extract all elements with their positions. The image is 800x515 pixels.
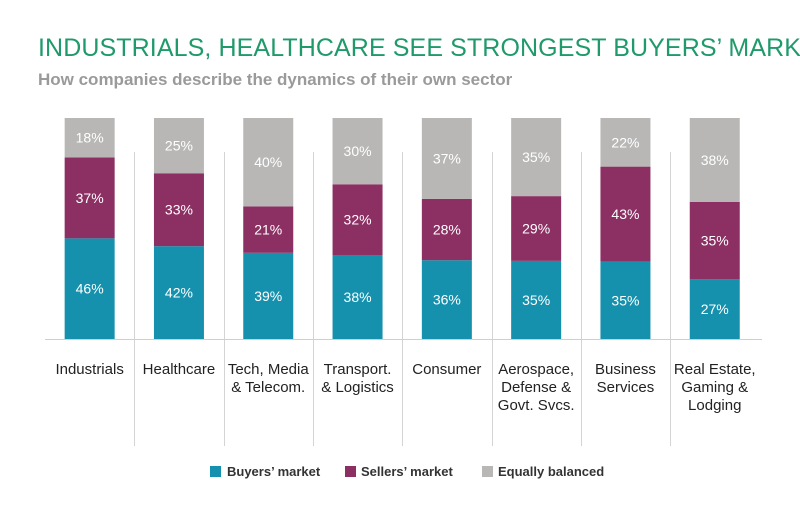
data-label: 18% (76, 130, 104, 146)
category-label: Consumer (412, 361, 481, 378)
data-label: 38% (344, 289, 372, 305)
bar-segment-buyers (600, 261, 651, 339)
bar-segment-balanced (243, 118, 294, 207)
data-label: 37% (76, 190, 104, 206)
bar-segment-balanced (689, 118, 740, 202)
bar-segment-buyers (332, 255, 383, 339)
bar-segment-balanced (600, 118, 651, 167)
bar-segment-sellers (64, 157, 115, 239)
legend-swatch (482, 466, 493, 477)
data-label: 21% (254, 222, 282, 238)
data-label: 28% (433, 222, 461, 238)
bar-segment-buyers (421, 260, 472, 339)
data-label: 32% (344, 212, 372, 228)
legend-swatch (345, 466, 356, 477)
bar-segment-buyers (64, 238, 115, 339)
data-label: 43% (611, 206, 639, 222)
data-label: 40% (254, 154, 282, 170)
data-label: 46% (76, 281, 104, 297)
category-label: Real Estate, Gaming & Lodging (674, 361, 756, 414)
bar-segment-sellers (511, 196, 562, 261)
category-label: Transport. & Logistics (321, 361, 394, 396)
bar-segment-sellers (243, 206, 294, 253)
data-label: 35% (701, 233, 729, 249)
category-label: Tech, Media & Telecom. (228, 361, 310, 396)
chart-title: INDUSTRIALS, HEALTHCARE SEE STRONGEST BU… (38, 34, 800, 62)
data-label: 30% (344, 143, 372, 159)
bar-segment-buyers (689, 279, 740, 339)
legend-label: Buyers’ market (227, 464, 321, 479)
data-label: 35% (522, 292, 550, 308)
data-label: 33% (165, 202, 193, 218)
bar-segment-balanced (64, 118, 115, 158)
category-label: Healthcare (143, 361, 216, 378)
data-label: 42% (165, 285, 193, 301)
data-label: 22% (611, 134, 639, 150)
bar-segment-balanced (153, 118, 204, 174)
data-label: 35% (611, 292, 639, 308)
bar-segment-buyers (511, 260, 562, 339)
bar-segment-balanced (511, 118, 562, 197)
legend-label: Sellers’ market (361, 464, 453, 479)
data-label: 36% (433, 292, 461, 308)
bar-segment-buyers (243, 252, 294, 339)
chart-subtitle: How companies describe the dynamics of t… (38, 70, 513, 89)
category-label: Aerospace, Defense & Govt. Svcs. (498, 361, 575, 414)
category-label: Industrials (55, 361, 123, 378)
legend-swatch (210, 466, 221, 477)
bar-segment-sellers (689, 201, 740, 280)
data-label: 27% (701, 301, 729, 317)
data-label: 29% (522, 221, 550, 237)
data-label: 38% (701, 152, 729, 168)
data-label: 35% (522, 149, 550, 165)
bar-segment-sellers (332, 184, 383, 256)
bar-segment-sellers (600, 166, 651, 262)
bar-segment-buyers (153, 246, 204, 339)
data-label: 39% (254, 288, 282, 304)
legend-label: Equally balanced (498, 464, 604, 479)
data-label: 37% (433, 150, 461, 166)
bar-segment-sellers (421, 198, 472, 261)
bar-segment-balanced (421, 118, 472, 199)
category-label: Business Services (595, 361, 656, 396)
data-label: 25% (165, 138, 193, 154)
bar-segment-balanced (332, 118, 383, 185)
bar-segment-sellers (153, 173, 204, 247)
